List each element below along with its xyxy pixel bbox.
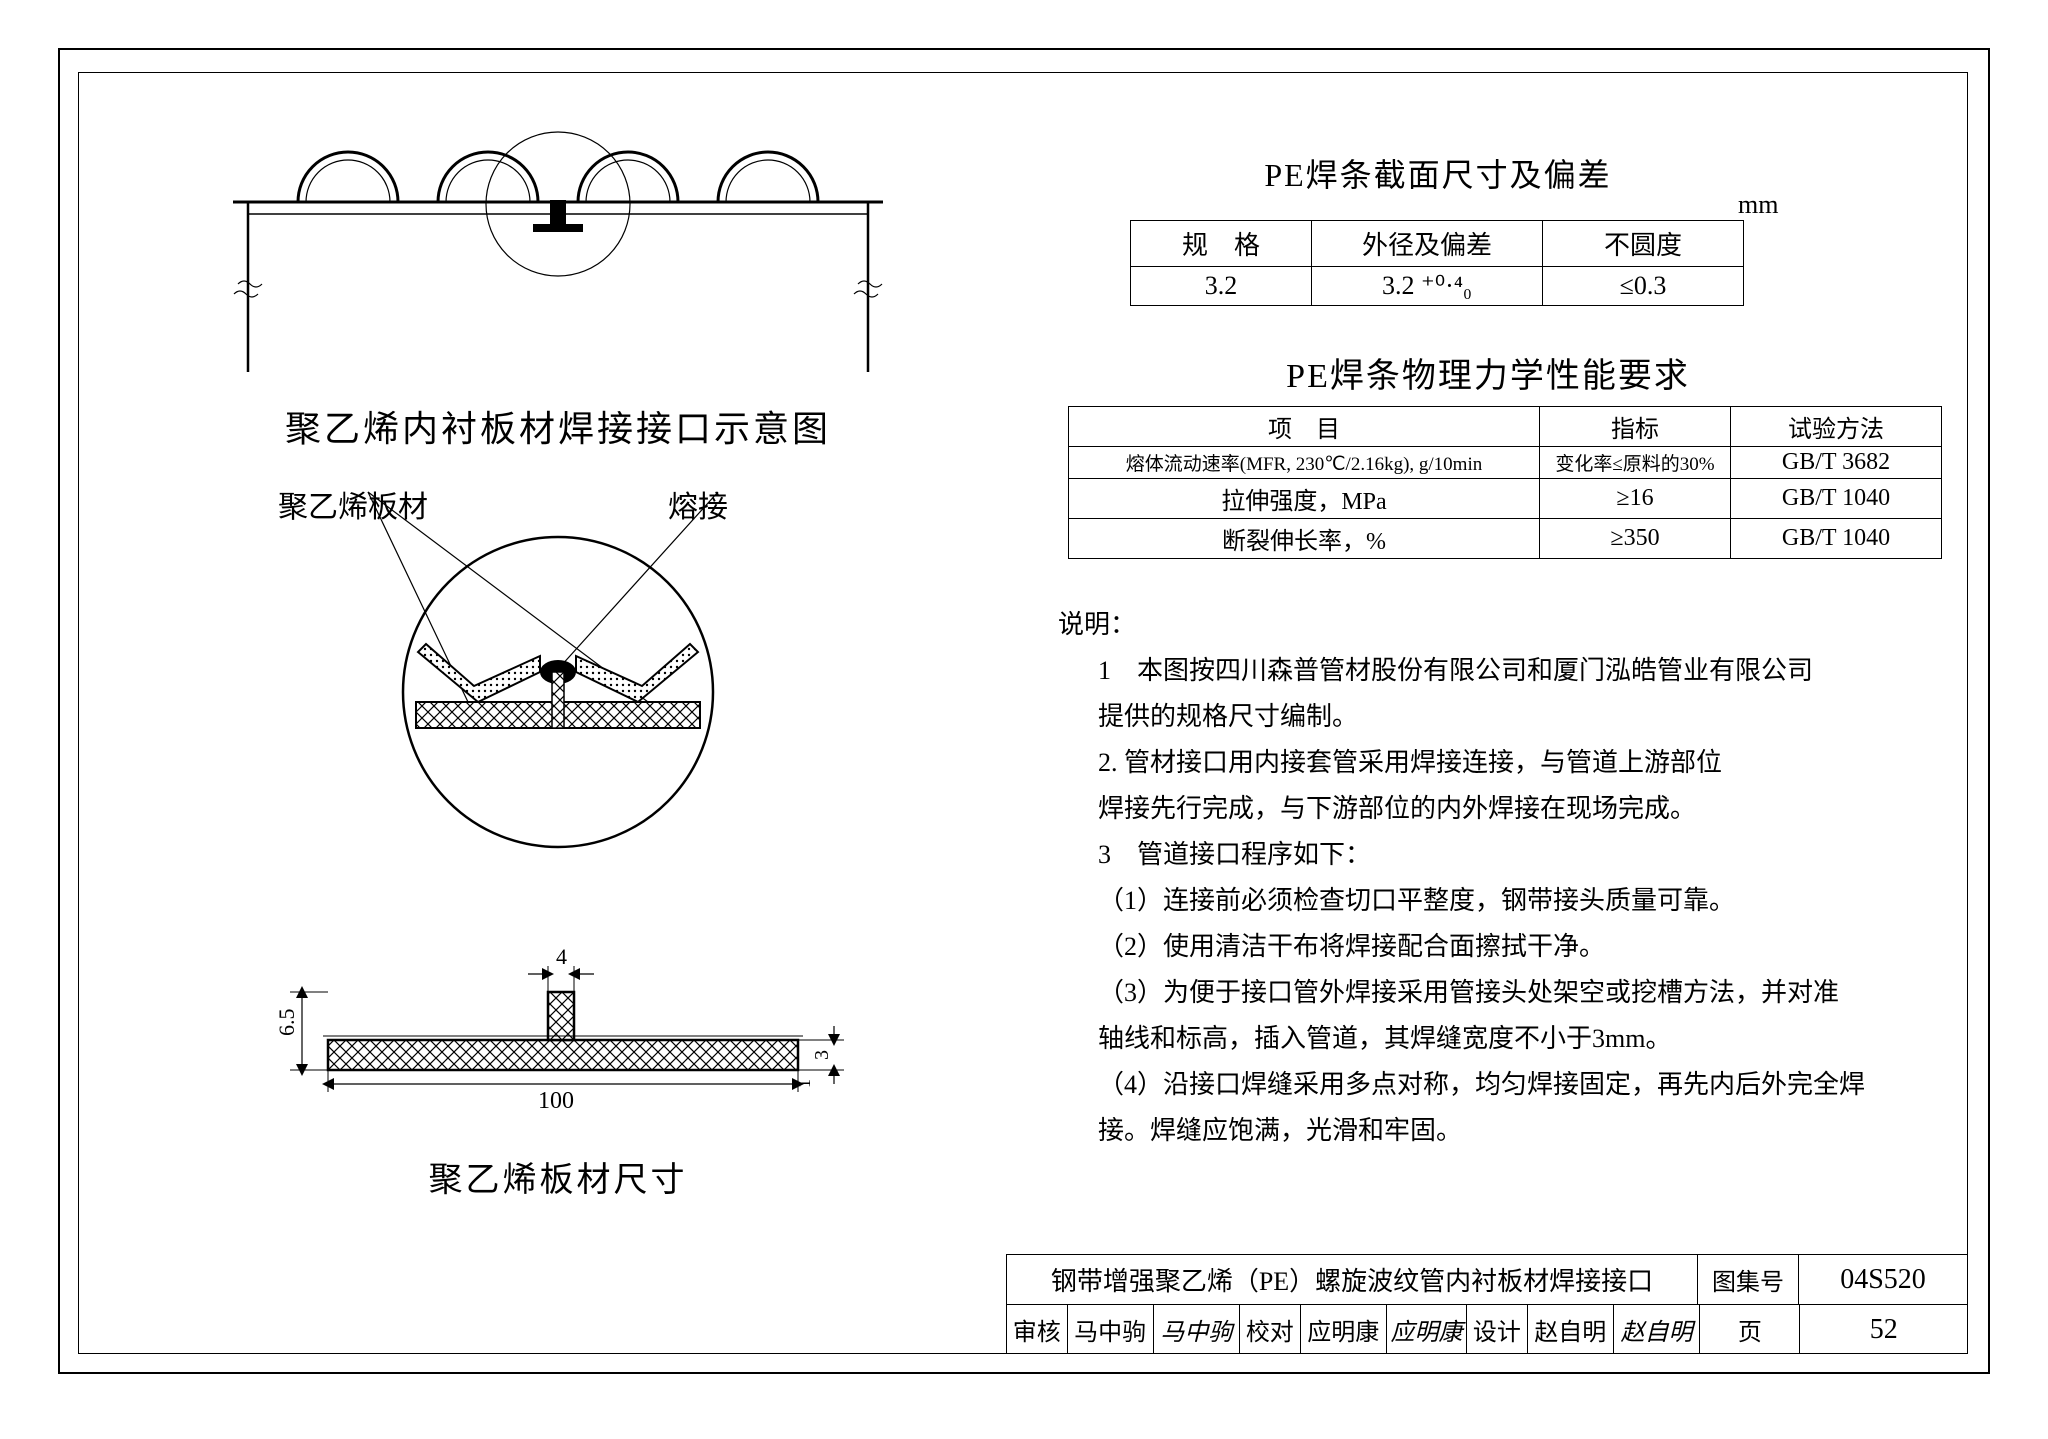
check-signature: 应明康: [1387, 1305, 1467, 1354]
t2-00: 熔体流动速率(MFR, 230℃/2.16kg), g/10min: [1069, 447, 1540, 479]
notes-block: 说明： 1 本图按四川森普管材股份有限公司和厦门泓皓管业有限公司 提供的规格尺寸…: [1058, 602, 1938, 1154]
table1-title: PE焊条截面尺寸及偏差: [1038, 150, 1838, 196]
dim-4: 4: [556, 944, 567, 969]
page-number: 52: [1800, 1305, 1967, 1354]
t2-10: 拉伸强度，MPa: [1069, 479, 1540, 519]
note-3-4a: （4）沿接口焊缝采用多点对称，均匀焊接固定，再先内后外完全焊: [1058, 1062, 1938, 1108]
dim-1: 1: [794, 1079, 814, 1088]
t2-20: 断裂伸长率，%: [1069, 519, 1540, 559]
note-3-3b: 轴线和标高，插入管道，其焊缝宽度不小于3mm。: [1058, 1016, 1938, 1062]
dim-3: 3: [811, 1050, 833, 1060]
dim-6_5: 6.5: [274, 1009, 299, 1037]
page-label: 页: [1700, 1305, 1800, 1354]
fig1-caption: 聚乙烯内衬板材焊接接口示意图: [78, 400, 1038, 452]
notes-head: 说明：: [1058, 602, 1938, 648]
t1-r0: 3.2: [1131, 267, 1312, 306]
note-3-1: （1）连接前必须检查切口平整度，钢带接头质量可靠。: [1058, 878, 1938, 924]
note-3-4b: 接。焊缝应饱满，光滑和牢固。: [1058, 1108, 1938, 1154]
note-1b: 提供的规格尺寸编制。: [1058, 694, 1938, 740]
fig2-detail-circle: [308, 472, 808, 852]
t1-r2: ≤0.3: [1543, 267, 1744, 306]
t2-12: GB/T 1040: [1731, 479, 1942, 519]
t2-22: GB/T 1040: [1731, 519, 1942, 559]
note-3-3a: （3）为便于接口管外焊接采用管接头处架空或挖槽方法，并对准: [1058, 970, 1938, 1016]
table1: 规 格 外径及偏差 不圆度 3.2 3.2 ⁺⁰·⁴₀ ≤0.3: [1130, 220, 1744, 306]
note-3-2: （2）使用清洁干布将焊接配合面擦拭干净。: [1058, 924, 1938, 970]
drawing-title: 钢带增强聚乙烯（PE）螺旋波纹管内衬板材焊接接口: [1007, 1255, 1698, 1304]
table1-unit: mm: [1738, 190, 1778, 220]
fig1-pipe-schematic: [178, 122, 938, 382]
t2-01: 变化率≤原料的30%: [1540, 447, 1731, 479]
album-label: 图集号: [1698, 1255, 1799, 1304]
t1-h2: 不圆度: [1543, 221, 1744, 267]
check-name: 应明康: [1301, 1305, 1387, 1354]
title-block: 钢带增强聚乙烯（PE）螺旋波纹管内衬板材焊接接口 图集号 04S520 审核 马…: [1006, 1254, 1967, 1353]
t2-21: ≥350: [1540, 519, 1731, 559]
t1-h0: 规 格: [1131, 221, 1312, 267]
t2-11: ≥16: [1540, 479, 1731, 519]
design-signature: 赵自明: [1614, 1305, 1700, 1354]
right-column: PE焊条截面尺寸及偏差 mm 规 格 外径及偏差 不圆度 3.2 3.2 ⁺⁰·…: [1038, 72, 1966, 1352]
t2-h0: 项 目: [1069, 407, 1540, 447]
t2-h2: 试验方法: [1731, 407, 1942, 447]
left-column: 聚乙烯内衬板材焊接接口示意图 聚乙烯板材 熔接: [78, 72, 1038, 1352]
note-2b: 焊接先行完成，与下游部位的内外焊接在现场完成。: [1058, 786, 1938, 832]
review-signature: 马中驹: [1154, 1305, 1240, 1354]
dim-100: 100: [538, 1088, 574, 1114]
design-label: 设计: [1467, 1305, 1528, 1354]
t1-r1: 3.2 ⁺⁰·⁴₀: [1312, 267, 1543, 306]
table2: 项 目 指标 试验方法 熔体流动速率(MFR, 230℃/2.16kg), g/…: [1068, 406, 1942, 559]
t2-02: GB/T 3682: [1731, 447, 1942, 479]
note-2a: 2. 管材接口用内接套管采用焊接连接，与管道上游部位: [1058, 740, 1938, 786]
review-name: 马中驹: [1068, 1305, 1154, 1354]
table2-title: PE焊条物理力学性能要求: [1038, 348, 1938, 397]
fig3-dimensioned-strip: 4 100 6.5 3 1: [238, 932, 878, 1132]
check-label: 校对: [1240, 1305, 1301, 1354]
t2-h1: 指标: [1540, 407, 1731, 447]
t1-h1: 外径及偏差: [1312, 221, 1543, 267]
design-name: 赵自明: [1528, 1305, 1614, 1354]
note-1a: 1 本图按四川森普管材股份有限公司和厦门泓皓管业有限公司: [1058, 648, 1938, 694]
note-3: 3 管道接口程序如下：: [1058, 832, 1938, 878]
fig3-caption: 聚乙烯板材尺寸: [78, 1152, 1038, 1201]
review-label: 审核: [1007, 1305, 1068, 1354]
album-number: 04S520: [1799, 1255, 1967, 1304]
